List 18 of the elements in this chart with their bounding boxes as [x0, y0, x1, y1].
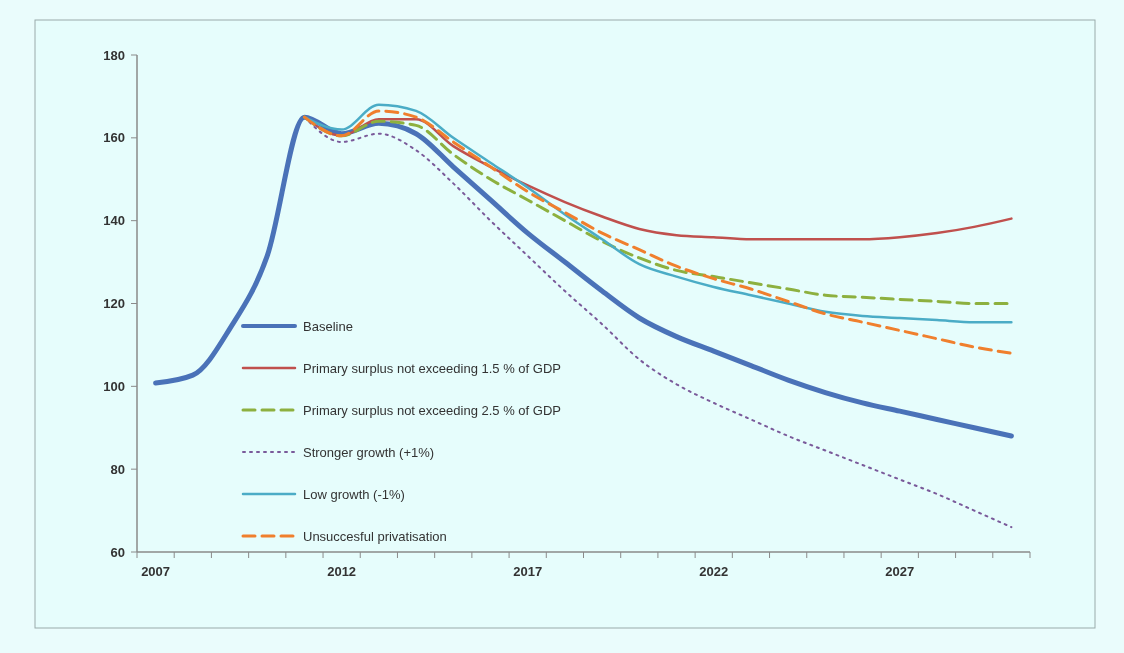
legend-label: Low growth (-1%): [303, 486, 405, 502]
x-tick-label: 2012: [327, 564, 357, 579]
y-tick-label: 80: [110, 461, 125, 477]
y-tick-label: 60: [110, 544, 125, 560]
x-tick-label: 2027: [885, 564, 915, 579]
x-tick-label: 2022: [699, 564, 729, 579]
y-tick-label: 180: [103, 47, 125, 63]
y-tick-label: 140: [103, 213, 125, 229]
legend-label: Primary surplus not exceeding 2.5 % of GDP: [303, 402, 561, 418]
legend-label: Baseline: [303, 318, 353, 334]
legend-label: Stronger growth (+1%): [303, 444, 435, 460]
x-tick-label: 2017: [513, 564, 543, 579]
y-tick-label: 100: [103, 378, 125, 394]
legend-label: Primary surplus not exceeding 1.5 % of GDP: [303, 360, 561, 376]
legend-label: Unsuccesful privatisation: [303, 528, 447, 544]
y-tick-label: 160: [103, 130, 125, 146]
x-tick-label: 2007: [141, 564, 171, 579]
y-tick-label: 120: [103, 296, 125, 312]
